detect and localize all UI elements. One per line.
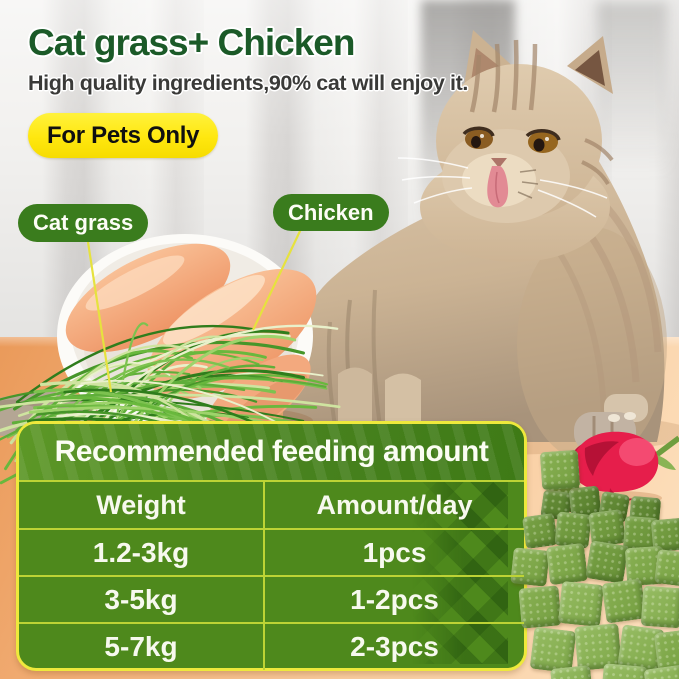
treat-cube bbox=[518, 585, 562, 629]
treat-cube-pile bbox=[510, 479, 679, 679]
treat-cube bbox=[601, 578, 647, 624]
chicken-label: Chicken bbox=[273, 194, 389, 231]
feeding-table-grid: Weight Amount/day 1.2-3kg 1pcs 3-5kg 1-2… bbox=[19, 482, 524, 670]
treat-cube bbox=[557, 580, 605, 628]
for-pets-only-badge: For Pets Only bbox=[28, 113, 219, 158]
treat-cube bbox=[640, 585, 679, 629]
table-row-weight: 5-7kg bbox=[19, 622, 265, 670]
table-row-amount: 1pcs bbox=[265, 528, 524, 575]
cat-grass-label: Cat grass bbox=[18, 204, 149, 242]
table-row-weight: 3-5kg bbox=[19, 575, 265, 622]
table-row-weight: 1.2-3kg bbox=[19, 528, 265, 575]
single-treat-cube bbox=[539, 449, 581, 491]
table-row-amount: 2-3pcs bbox=[265, 622, 524, 670]
cat-eyes bbox=[462, 126, 561, 153]
treat-cube bbox=[539, 449, 581, 491]
tulip-stem bbox=[653, 435, 679, 459]
tabby-forehead-stripes bbox=[469, 39, 614, 186]
chicken-pointer-line bbox=[252, 228, 302, 331]
treat-cube bbox=[585, 540, 629, 584]
column-header-weight: Weight bbox=[19, 482, 265, 528]
cube-texture-overlay bbox=[412, 482, 508, 664]
red-tulip-photo bbox=[570, 431, 679, 505]
product-title: Cat grass+ Chicken bbox=[28, 22, 355, 63]
cat-nose bbox=[491, 158, 507, 168]
feeding-table-title: Recommended feeding amount bbox=[19, 424, 524, 482]
feeding-table-card: Recommended feeding amount Weight Amount… bbox=[16, 421, 527, 671]
cat-grass-pointer-line bbox=[86, 241, 113, 393]
treat-cube bbox=[521, 512, 559, 550]
cat-whiskers bbox=[397, 157, 608, 218]
treat-cube bbox=[654, 549, 679, 587]
product-subtitle: High quality ingredients,90% cat will en… bbox=[28, 71, 468, 95]
cat-head bbox=[397, 30, 614, 262]
table-row-amount: 1-2pcs bbox=[265, 575, 524, 622]
treat-cube bbox=[600, 663, 648, 679]
treat-cube bbox=[545, 542, 589, 586]
cat-tongue bbox=[487, 166, 509, 208]
whisker-spots bbox=[517, 169, 539, 199]
column-header-amount: Amount/day bbox=[316, 489, 473, 520]
